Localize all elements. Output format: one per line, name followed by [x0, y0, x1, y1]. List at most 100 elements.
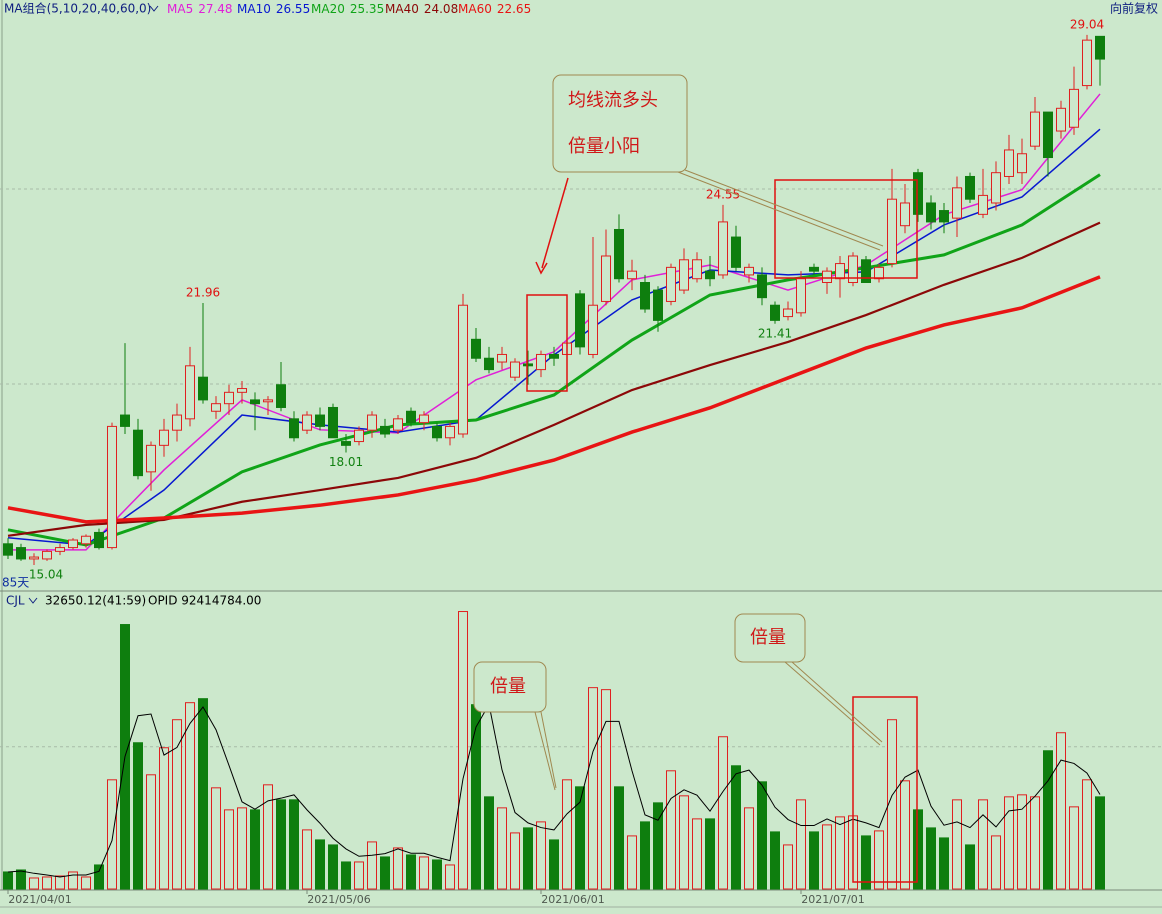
candle-body — [289, 418, 299, 439]
candle-body — [302, 414, 312, 431]
volume-bar — [458, 611, 468, 890]
volume-bar — [575, 786, 585, 890]
callout-box — [473, 661, 547, 713]
volume-bar — [16, 869, 26, 890]
volume-bar — [1082, 779, 1092, 890]
candle-body — [393, 418, 403, 431]
volume-bar — [81, 876, 91, 890]
volume-bar — [211, 787, 221, 890]
candle-body — [653, 289, 663, 321]
volume-bar — [302, 829, 312, 890]
candle-body — [640, 282, 650, 310]
callout-pointer — [534, 711, 556, 791]
volume-bar — [1043, 750, 1053, 890]
volume-bar — [796, 799, 806, 890]
volume-bar — [770, 831, 780, 890]
ma-legend-value: 26.55 — [276, 2, 310, 16]
candle-body — [757, 274, 767, 299]
candle-body — [627, 270, 637, 280]
volume-bar — [926, 827, 936, 890]
ma-group-label: MA组合(5,10,20,40,60,0) — [4, 1, 151, 16]
candle-body — [341, 441, 351, 446]
callout-text: 倍量 — [490, 676, 526, 697]
volume-bar — [1030, 796, 1040, 890]
ma-line — [7, 275, 1101, 524]
highlight-box — [852, 696, 918, 883]
candle-body — [965, 175, 975, 200]
volume-bar — [601, 689, 611, 890]
candle-body — [549, 353, 559, 359]
volume-name: CJL — [6, 594, 25, 608]
candle-body — [1095, 35, 1105, 60]
volume-bar — [263, 784, 273, 890]
volume-bar — [237, 807, 247, 890]
volume-bar — [744, 807, 754, 890]
candle-body — [185, 365, 195, 420]
candle-body — [861, 259, 871, 284]
candle-body — [328, 406, 338, 439]
candle-body — [380, 425, 390, 435]
candle-body — [276, 384, 286, 408]
volume-bar — [1095, 796, 1105, 890]
volume-bar — [887, 719, 897, 890]
candle-body — [887, 198, 897, 265]
ma-legend-value: 22.65 — [497, 2, 531, 16]
volume-bar — [133, 742, 143, 890]
candle-body — [770, 304, 780, 321]
candle-body — [666, 266, 676, 302]
volume-bar — [1017, 794, 1027, 890]
volume-bar — [42, 876, 52, 890]
ma-legend: MA5 27.48 — [167, 2, 233, 16]
candle-body — [55, 547, 65, 552]
candle-body — [458, 304, 468, 435]
candle-body — [705, 270, 715, 280]
volume-bar — [562, 779, 572, 890]
candle-body — [874, 266, 884, 280]
x-tick-label: 2021/05/06 — [307, 893, 370, 906]
callout-pointer — [540, 711, 557, 789]
volume-bar — [94, 864, 104, 890]
volume-bar — [666, 770, 676, 890]
volume-bar — [705, 818, 715, 890]
ma-legend-name: MA40 — [385, 2, 419, 16]
volume-bar — [783, 844, 793, 890]
volume-bar — [185, 702, 195, 890]
volume-bar — [757, 781, 767, 890]
ma-legend-name: MA20 — [311, 2, 345, 16]
candle-body — [1017, 153, 1027, 174]
price-label: 24.55 — [706, 187, 740, 201]
highlight-box — [774, 179, 918, 279]
price-label: 21.96 — [186, 285, 220, 299]
volume-bar — [900, 780, 910, 890]
ma-legend-name: MA5 — [167, 2, 193, 16]
candle-body — [29, 556, 39, 560]
volume-bar — [3, 871, 13, 890]
candle-body — [133, 429, 143, 477]
volume-bar — [445, 864, 455, 890]
candle-body — [900, 202, 910, 227]
ma-legend-name: MA10 — [237, 2, 271, 16]
candle-body — [1043, 111, 1053, 159]
volume-bar — [978, 799, 988, 890]
candle-body — [159, 429, 169, 446]
dropdown-caret — [149, 5, 159, 12]
candle-body — [952, 187, 962, 219]
price-label: 15.04 — [29, 568, 63, 582]
volume-bar — [653, 802, 663, 890]
candle-body — [406, 410, 416, 424]
dropdown-caret — [28, 597, 38, 604]
candle-body — [588, 304, 598, 355]
highlight-box — [526, 294, 568, 392]
candle-body — [991, 172, 1001, 204]
marks: 2021/04/01 2021/05/06 2021/06/01 2021/07/01… — [0, 17, 1162, 906]
candle-body — [1069, 88, 1079, 128]
ma-legend: MA10 26.55 — [237, 2, 310, 16]
volume-bar — [692, 818, 702, 890]
volume-bar — [29, 877, 39, 890]
candle-body — [354, 429, 364, 443]
candle-body — [16, 547, 26, 560]
ma-legend: MA40 24.08 — [385, 2, 458, 16]
adjust-mode[interactable]: 向前复权 — [1110, 1, 1158, 16]
candle-body — [822, 270, 832, 284]
volume-bar — [536, 821, 546, 890]
